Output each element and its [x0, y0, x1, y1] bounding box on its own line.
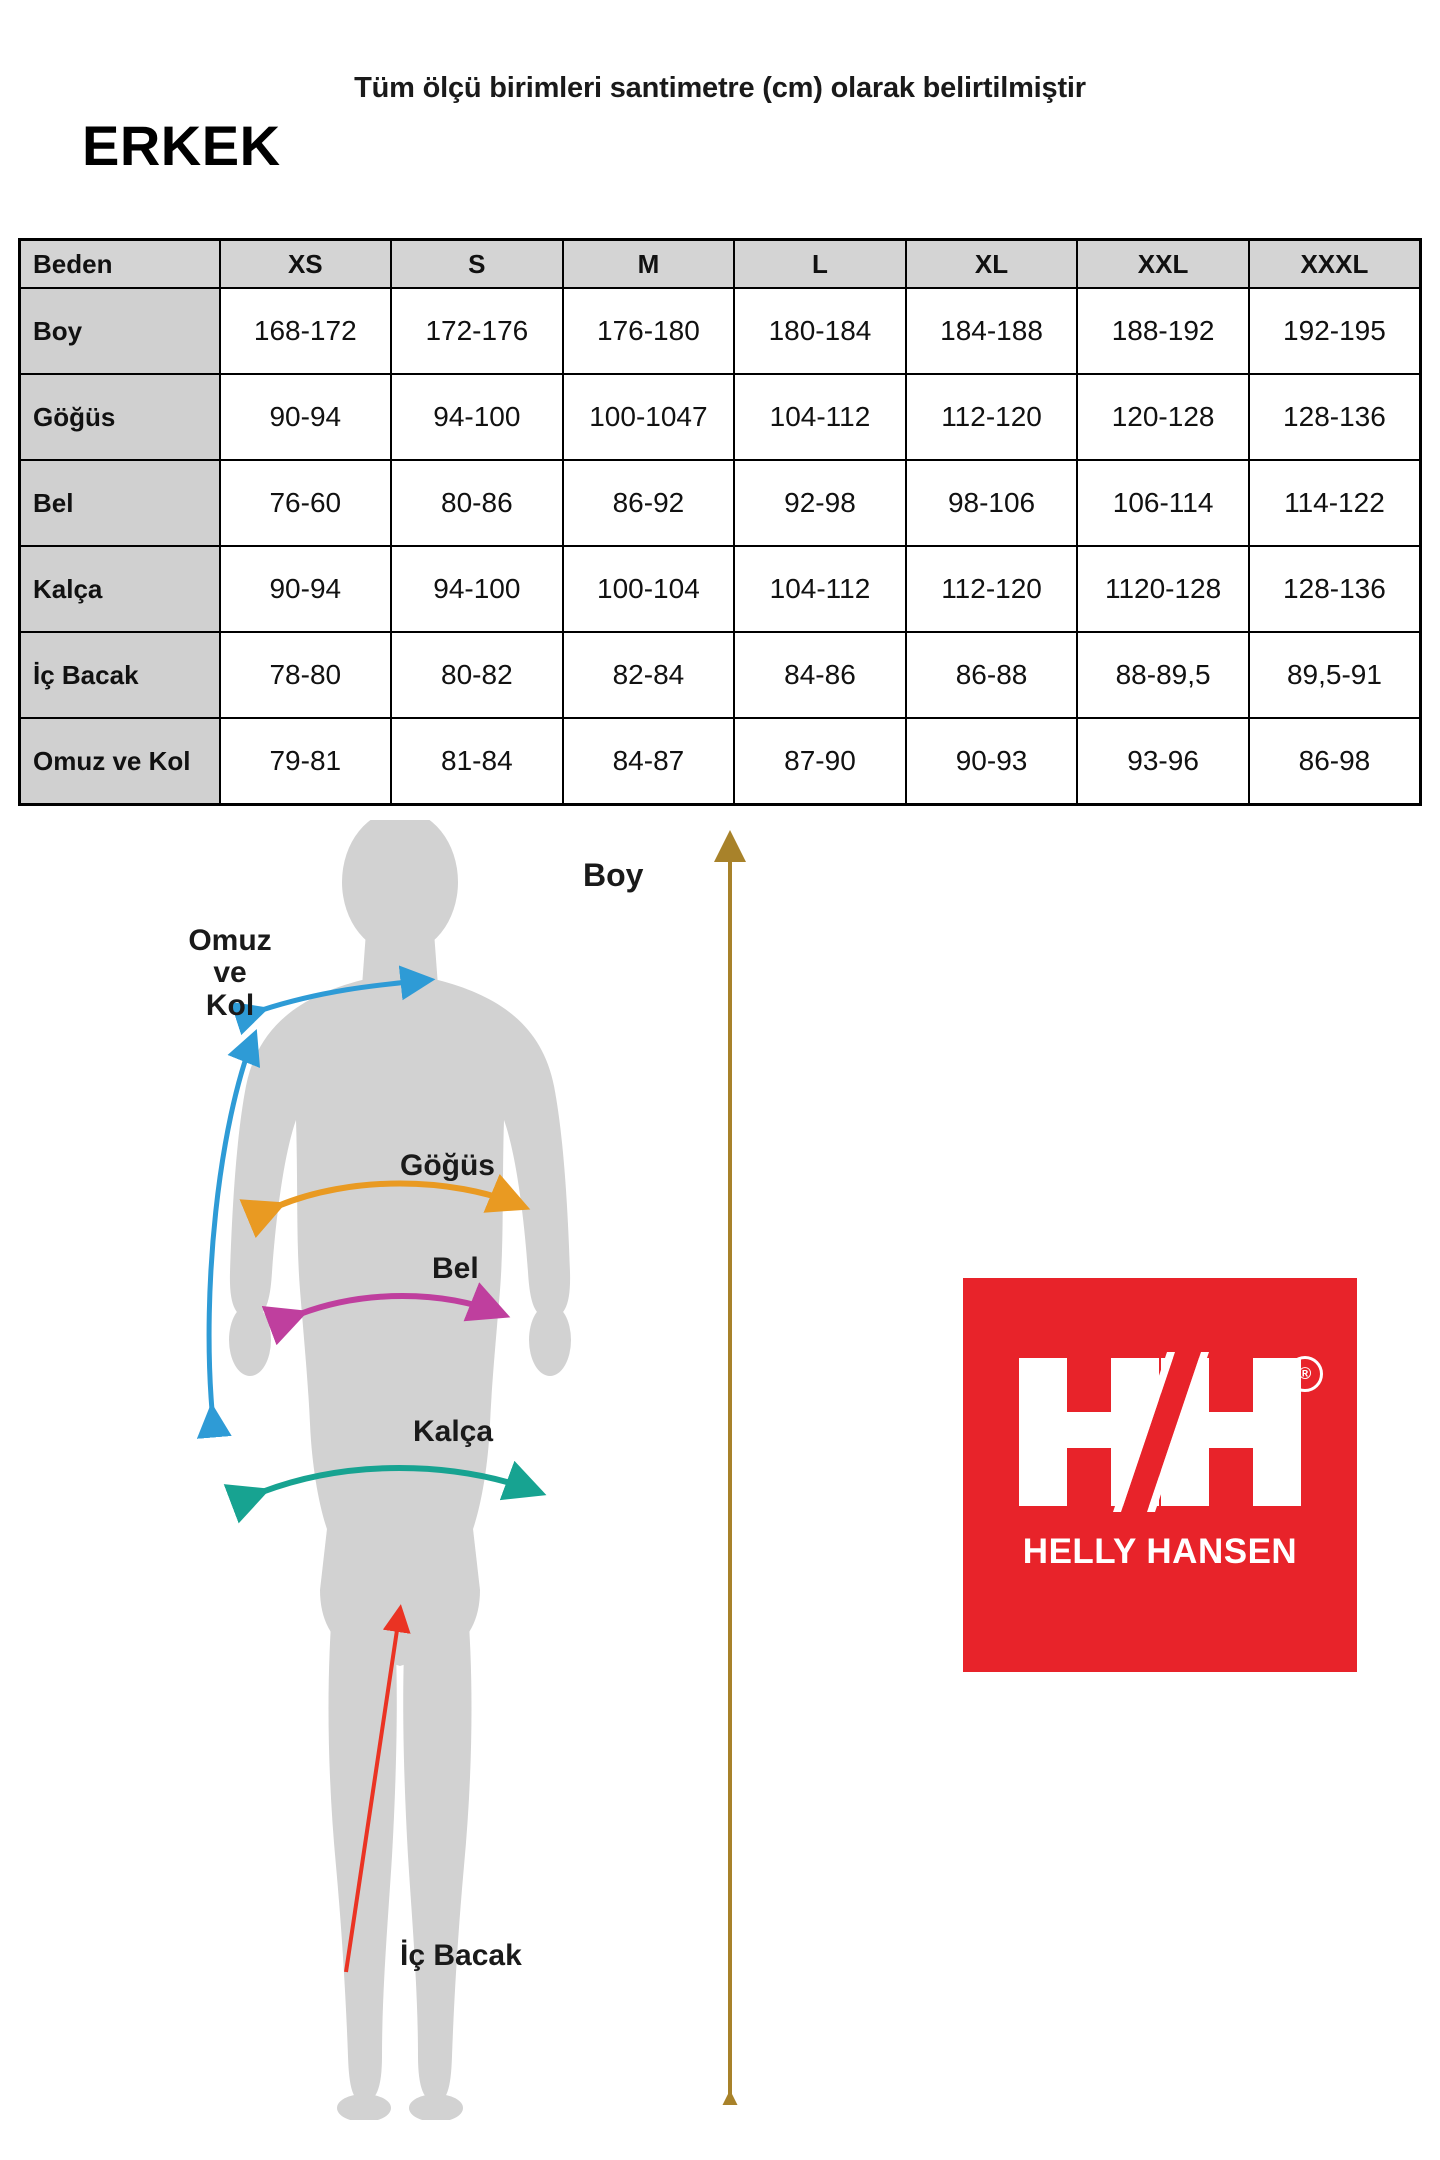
cell-boy-xxl: 188-192 [1076, 287, 1250, 375]
diagram-label-gogus: Göğüs [400, 1149, 495, 1182]
column-header-xxxl: XXXL [1247, 238, 1422, 289]
diagram-label-ic-bacak: İç Bacak [400, 1939, 522, 1972]
cell-gogus-xs: 90-94 [218, 373, 393, 461]
table-header-row: Beden XS S M L XL XXL XXXL [18, 238, 1422, 289]
cell-gogus-xl: 112-120 [904, 373, 1079, 461]
cell-kalca-xxxl: 128-136 [1247, 545, 1422, 633]
cell-boy-m: 176-180 [561, 287, 736, 375]
cell-bel-m: 86-92 [561, 459, 736, 547]
ic-bacak-arrow-icon [344, 1604, 411, 1973]
cell-omuz-ve-kol-m: 84-87 [561, 717, 736, 806]
cell-gogus-s: 94-100 [390, 373, 564, 461]
table-row: Kalça 90-94 94-100 100-104 104-112 112-1… [18, 545, 1422, 633]
column-header-s: S [390, 238, 564, 289]
helly-hansen-logo: HELLY HANSEN ® [963, 1278, 1357, 1672]
cell-bel-xs: 76-60 [218, 459, 393, 547]
cell-gogus-xxxl: 128-136 [1247, 373, 1422, 461]
diagram-label-omuz-line2: ve [213, 956, 247, 990]
cell-kalca-xxl: 1120-128 [1076, 545, 1250, 633]
diagram-label-omuz-line1: Omuz [188, 924, 272, 957]
cell-boy-xs: 168-172 [218, 287, 393, 375]
diagram-label-bel: Bel [432, 1252, 479, 1285]
row-header-boy: Boy [18, 287, 221, 375]
cell-omuz-ve-kol-s: 81-84 [390, 717, 564, 806]
cell-ic-bacak-m: 82-84 [561, 631, 736, 719]
cell-gogus-xxl: 120-128 [1076, 373, 1250, 461]
gogus-arrow-icon [239, 1173, 531, 1239]
logo-brand-text: HELLY HANSEN [1022, 1532, 1298, 1571]
page-title: ERKEK [82, 114, 281, 177]
table-head: Beden XS S M L XL XXL XXXL [18, 238, 1422, 289]
cell-omuz-ve-kol-xxl: 93-96 [1076, 717, 1250, 806]
column-header-xl: XL [904, 238, 1079, 289]
cell-omuz-ve-kol-xxxl: 86-98 [1247, 717, 1422, 806]
table-row: İç Bacak 78-80 80-82 82-84 84-86 86-88 8… [18, 631, 1422, 719]
row-header-gogus: Göğüs [18, 373, 221, 461]
cell-ic-bacak-xxl: 88-89,5 [1076, 631, 1250, 719]
table-body: Boy 168-172 172-176 176-180 180-184 184-… [18, 287, 1422, 806]
cell-boy-xl: 184-188 [904, 287, 1079, 375]
row-header-kalca: Kalça [18, 545, 221, 633]
cell-boy-l: 180-184 [733, 287, 907, 375]
cell-kalca-s: 94-100 [390, 545, 564, 633]
registered-trademark-icon: ® [1287, 1356, 1323, 1392]
cell-omuz-ve-kol-l: 87-90 [733, 717, 907, 806]
diagram-label-omuz-ve-kol: Omuz ve Kol [165, 924, 295, 1022]
size-table-wrapper: Beden XS S M L XL XXL XXXL Boy 168-172 1… [18, 238, 1422, 806]
column-header-beden: Beden [18, 238, 221, 289]
cell-boy-xxxl: 192-195 [1247, 287, 1422, 375]
cell-bel-l: 92-98 [733, 459, 907, 547]
cell-ic-bacak-l: 84-86 [733, 631, 907, 719]
cell-omuz-ve-kol-xs: 79-81 [218, 717, 393, 806]
cell-omuz-ve-kol-xl: 90-93 [904, 717, 1079, 806]
diagram-label-omuz-line3: Kol [205, 988, 255, 1022]
cell-kalca-xl: 112-120 [904, 545, 1079, 633]
cell-kalca-m: 100-104 [561, 545, 736, 633]
bel-arrow-icon [261, 1282, 511, 1346]
measurement-diagram [150, 820, 710, 2120]
column-header-m: M [561, 238, 736, 289]
column-header-xs: XS [218, 238, 393, 289]
cell-kalca-l: 104-112 [733, 545, 907, 633]
cell-bel-xxl: 106-114 [1076, 459, 1250, 547]
cell-bel-s: 80-86 [390, 459, 564, 547]
diagram-label-kalca: Kalça [413, 1415, 494, 1448]
cell-boy-s: 172-176 [390, 287, 564, 375]
units-subtitle: Tüm ölçü birimleri santimetre (cm) olara… [354, 72, 1086, 104]
omuz-ve-kol-arrow-icon [196, 965, 436, 1439]
row-header-bel: Bel [18, 459, 221, 547]
row-header-omuz-ve-kol: Omuz ve Kol [18, 717, 221, 806]
cell-gogus-l: 104-112 [733, 373, 907, 461]
cell-gogus-m: 100-1047 [561, 373, 736, 461]
cell-kalca-xs: 90-94 [218, 545, 393, 633]
boy-arrow-icon [714, 830, 746, 2105]
kalca-arrow-icon [223, 1460, 547, 1524]
cell-ic-bacak-s: 80-82 [390, 631, 564, 719]
hh-monogram-icon [963, 1352, 1357, 1512]
row-header-ic-bacak: İç Bacak [18, 631, 221, 719]
cell-bel-xxxl: 114-122 [1247, 459, 1422, 547]
column-header-l: L [733, 238, 907, 289]
cell-ic-bacak-xxxl: 89,5-91 [1247, 631, 1422, 719]
table-row: Boy 168-172 172-176 176-180 180-184 184-… [18, 287, 1422, 375]
table-row: Göğüs 90-94 94-100 100-1047 104-112 112-… [18, 373, 1422, 461]
column-header-xxl: XXL [1076, 238, 1250, 289]
diagram-label-boy: Boy [583, 857, 644, 893]
table-row: Omuz ve Kol 79-81 81-84 84-87 87-90 90-9… [18, 717, 1422, 806]
cell-ic-bacak-xs: 78-80 [218, 631, 393, 719]
cell-bel-xl: 98-106 [904, 459, 1079, 547]
table-row: Bel 76-60 80-86 86-92 92-98 98-106 106-1… [18, 459, 1422, 547]
size-table: Beden XS S M L XL XXL XXXL Boy 168-172 1… [18, 238, 1422, 806]
cell-ic-bacak-xl: 86-88 [904, 631, 1079, 719]
